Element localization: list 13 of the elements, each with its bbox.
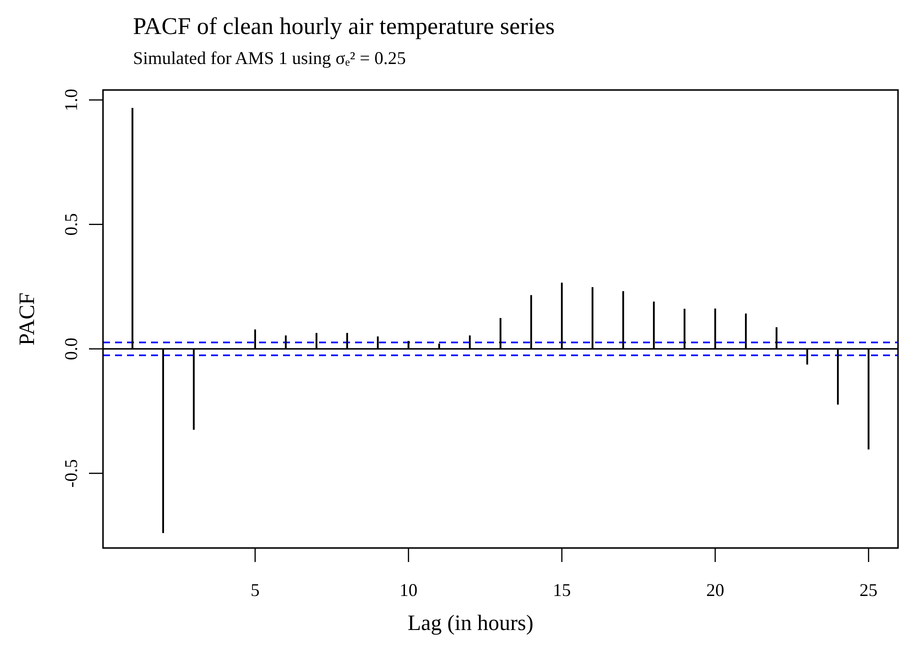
x-tick-label: 10 [399,580,418,600]
x-tick-label: 25 [860,580,878,600]
chart-title: PACF of clean hourly air temperature series [133,14,555,40]
chart-subtitle: Simulated for AMS 1 using σₑ² = 0.25 [133,48,406,68]
y-tick-label: -0.5 [61,459,81,488]
x-axis-title: Lag (in hours) [408,610,534,635]
x-tick-label: 5 [250,580,260,600]
x-tick-label: 20 [706,580,724,600]
y-tick-label: 1.0 [61,88,81,112]
x-tick-label: 15 [552,580,571,600]
y-tick-label: 0.5 [61,213,81,236]
y-axis-title: PACF [14,292,39,346]
y-tick-label: 0.0 [61,338,81,360]
